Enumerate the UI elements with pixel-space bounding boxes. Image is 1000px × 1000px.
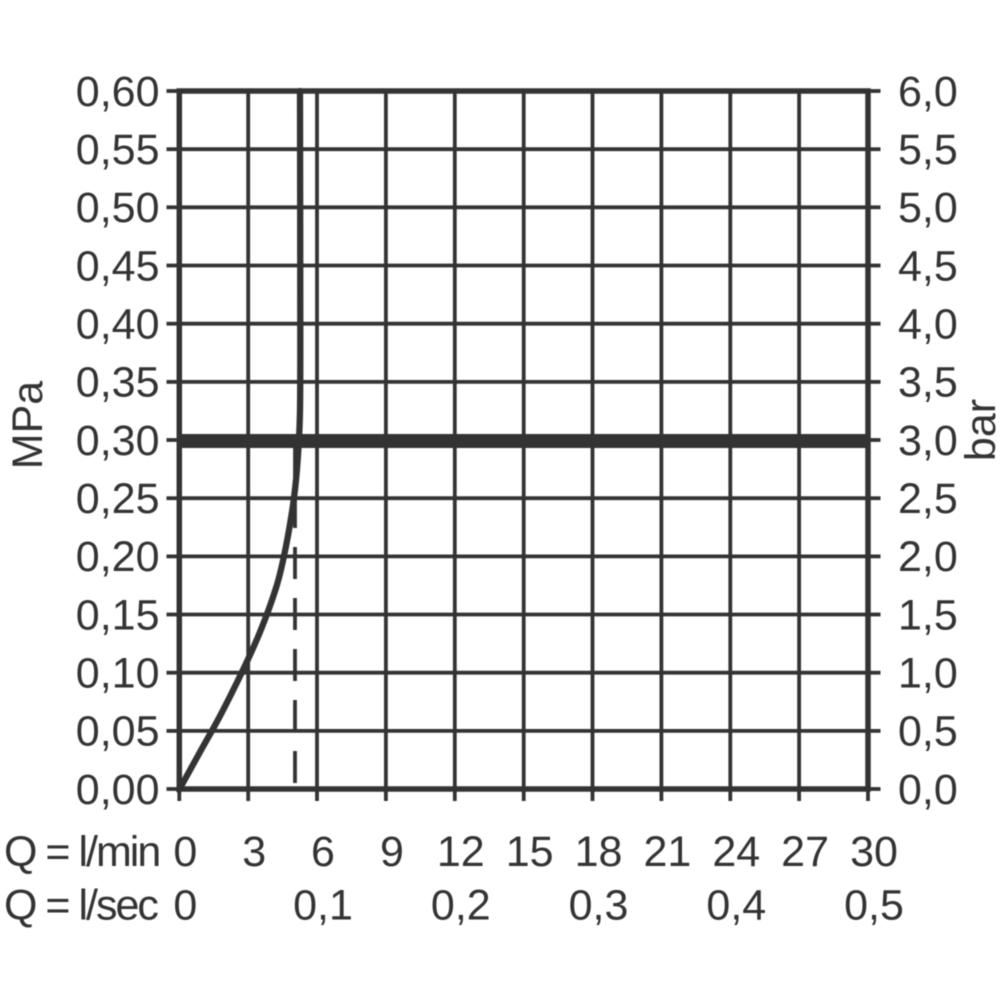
svg-text:9: 9 xyxy=(380,828,404,876)
svg-text:3,0: 3,0 xyxy=(898,417,958,465)
svg-text:2,0: 2,0 xyxy=(898,533,958,581)
svg-text:bar: bar xyxy=(957,399,1000,461)
svg-text:4,0: 4,0 xyxy=(898,301,958,349)
svg-text:0,20: 0,20 xyxy=(76,533,160,581)
svg-text:0,2: 0,2 xyxy=(431,882,491,930)
svg-text:27: 27 xyxy=(781,828,829,876)
svg-text:0,00: 0,00 xyxy=(76,766,160,814)
svg-text:0,25: 0,25 xyxy=(76,475,160,523)
svg-text:5,0: 5,0 xyxy=(898,184,958,232)
svg-text:Q = l/min: Q = l/min xyxy=(4,828,159,876)
svg-text:Q = l/sec: Q = l/sec xyxy=(4,882,158,930)
svg-text:0,4: 0,4 xyxy=(706,882,766,930)
svg-text:0,05: 0,05 xyxy=(76,708,160,756)
svg-text:0,30: 0,30 xyxy=(76,417,160,465)
svg-text:12: 12 xyxy=(437,828,485,876)
svg-text:1,0: 1,0 xyxy=(898,650,958,698)
svg-text:0,5: 0,5 xyxy=(844,882,904,930)
svg-text:0,45: 0,45 xyxy=(76,242,160,290)
svg-text:0,15: 0,15 xyxy=(76,591,160,639)
svg-text:0,0: 0,0 xyxy=(898,766,958,814)
svg-text:2,5: 2,5 xyxy=(898,475,958,523)
svg-text:0,55: 0,55 xyxy=(76,126,160,174)
svg-text:21: 21 xyxy=(643,828,691,876)
svg-text:6,0: 6,0 xyxy=(898,68,958,116)
svg-text:15: 15 xyxy=(506,828,554,876)
svg-text:MPa: MPa xyxy=(4,381,52,470)
svg-text:1,5: 1,5 xyxy=(898,591,958,639)
svg-text:0,50: 0,50 xyxy=(76,184,160,232)
svg-text:4,5: 4,5 xyxy=(898,242,958,290)
svg-text:0,60: 0,60 xyxy=(76,68,160,116)
svg-text:0,1: 0,1 xyxy=(293,882,353,930)
svg-text:0,3: 0,3 xyxy=(569,882,629,930)
svg-text:0,40: 0,40 xyxy=(76,301,160,349)
svg-text:0,10: 0,10 xyxy=(76,650,160,698)
svg-text:3,5: 3,5 xyxy=(898,359,958,407)
svg-text:5,5: 5,5 xyxy=(898,126,958,174)
svg-text:24: 24 xyxy=(712,828,760,876)
svg-text:0,35: 0,35 xyxy=(76,359,160,407)
svg-text:3: 3 xyxy=(242,828,266,876)
svg-text:30: 30 xyxy=(850,828,898,876)
svg-text:6: 6 xyxy=(311,828,335,876)
svg-text:18: 18 xyxy=(575,828,623,876)
svg-text:0,5: 0,5 xyxy=(898,708,958,756)
svg-text:0: 0 xyxy=(173,828,197,876)
svg-text:0: 0 xyxy=(173,882,197,930)
